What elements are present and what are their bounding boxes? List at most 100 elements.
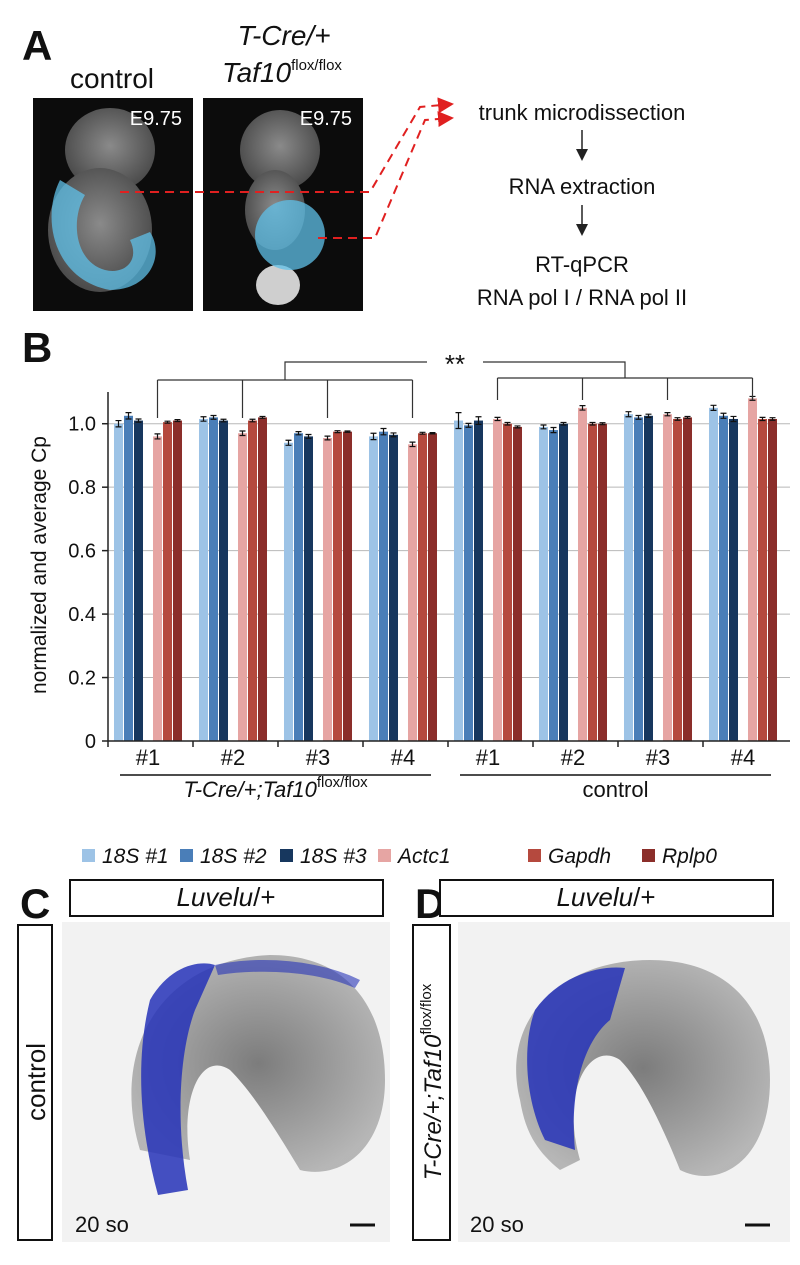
workflow-step: RNA pol I / RNA pol II (477, 285, 687, 310)
x-tick-label: #2 (221, 745, 245, 770)
error-bar (494, 416, 501, 422)
legend-swatch (642, 849, 655, 862)
error-bar (455, 412, 462, 430)
error-bar (645, 413, 652, 418)
image-title: T-Cre/+ (237, 20, 330, 51)
bar (153, 436, 162, 741)
y-tick-label: 0 (85, 731, 96, 753)
genotype-sup: flox/flox (418, 983, 435, 1034)
bar (683, 417, 692, 741)
stage-label: 20 so (75, 1212, 129, 1237)
bar (588, 423, 597, 741)
side-text: control (21, 1043, 51, 1121)
legend-swatch (82, 849, 95, 862)
bar (474, 420, 483, 741)
error-bar (710, 404, 717, 412)
embryo (240, 110, 320, 190)
bar (709, 407, 718, 741)
bar (134, 420, 143, 741)
workflow-step: trunk microdissection (479, 100, 686, 125)
side-box (412, 924, 451, 1241)
bar (513, 426, 522, 741)
header-text: Luvelu/+ (176, 882, 275, 912)
error-bar (334, 430, 341, 434)
y-tick-label: 0.8 (68, 477, 96, 499)
image-title: control (70, 63, 154, 94)
error-bar (259, 415, 266, 419)
group-label: control (582, 777, 648, 802)
legend-label: Rplp0 (662, 845, 717, 868)
bar (284, 442, 293, 741)
dissection-line (120, 97, 454, 193)
error-bar (599, 422, 606, 426)
error-bar (419, 431, 426, 435)
error-bar (560, 421, 567, 426)
bar (238, 433, 247, 741)
y-tick-label: 0.2 (68, 668, 96, 690)
bar (163, 422, 172, 741)
error-bar (164, 420, 171, 424)
error-bar (220, 418, 227, 423)
x-tick-label: #3 (646, 745, 670, 770)
bar-chart: 0 0.2 0.4 0.6 0.8 1.0 #1 #2 #3 #4 #1 #2 #3 #4 T-Cre/+;… (68, 349, 790, 868)
legend-label: 18S #1 (102, 845, 169, 868)
workflow-step: RT-qPCR (535, 252, 629, 277)
group-label-text: T-Cre/+;Taf10 (183, 777, 317, 802)
genotype-sup: flox/flox (291, 57, 342, 74)
error-bar (125, 412, 132, 420)
gene: Luvelu (556, 882, 633, 912)
bar (644, 415, 653, 741)
bar (369, 436, 378, 741)
bar (294, 433, 303, 741)
bar (389, 434, 398, 741)
header-box (69, 879, 384, 917)
error-bar (730, 415, 737, 423)
legend-swatch (528, 849, 541, 862)
panel-label: A (22, 22, 52, 69)
bar (503, 423, 512, 741)
bar (173, 420, 182, 741)
bar (559, 423, 568, 741)
bar (549, 430, 558, 741)
error-bar (664, 412, 671, 417)
stage-label: E9.75 (130, 108, 182, 130)
legend-swatch (180, 849, 193, 862)
bar (464, 425, 473, 741)
side-box (17, 924, 53, 1241)
error-bar (465, 422, 472, 428)
x-tick-label: #1 (136, 745, 160, 770)
error-bar (344, 430, 351, 433)
error-bar (174, 419, 181, 423)
panel-label: B (22, 324, 52, 371)
bar (323, 438, 332, 741)
bar (748, 398, 757, 741)
error-bar (589, 421, 596, 426)
bar (258, 417, 267, 741)
expression-domain (215, 960, 360, 988)
bar (379, 431, 388, 741)
bar (343, 431, 352, 741)
error-bar (295, 431, 302, 436)
error-bar (504, 421, 511, 426)
bar (598, 423, 607, 741)
bar (719, 415, 728, 741)
y-tick-label: 0.4 (68, 604, 96, 626)
bar (199, 418, 208, 741)
legend-swatch (378, 849, 391, 862)
bar (333, 431, 342, 741)
error-bar (475, 416, 482, 425)
dissection-line (318, 111, 454, 239)
stage-label: E9.75 (300, 108, 352, 130)
bar (624, 414, 633, 741)
y-axis-label: normalized and average Cp (28, 436, 51, 694)
embryo (256, 265, 300, 305)
gene: Luvelu (176, 882, 253, 912)
bar (768, 418, 777, 741)
error-bar (684, 415, 691, 419)
genotype: Taf10 (222, 57, 291, 88)
y-tick-label: 0.6 (68, 541, 96, 563)
bar (539, 426, 548, 741)
legend-swatch (280, 849, 293, 862)
error-bar (239, 430, 246, 437)
